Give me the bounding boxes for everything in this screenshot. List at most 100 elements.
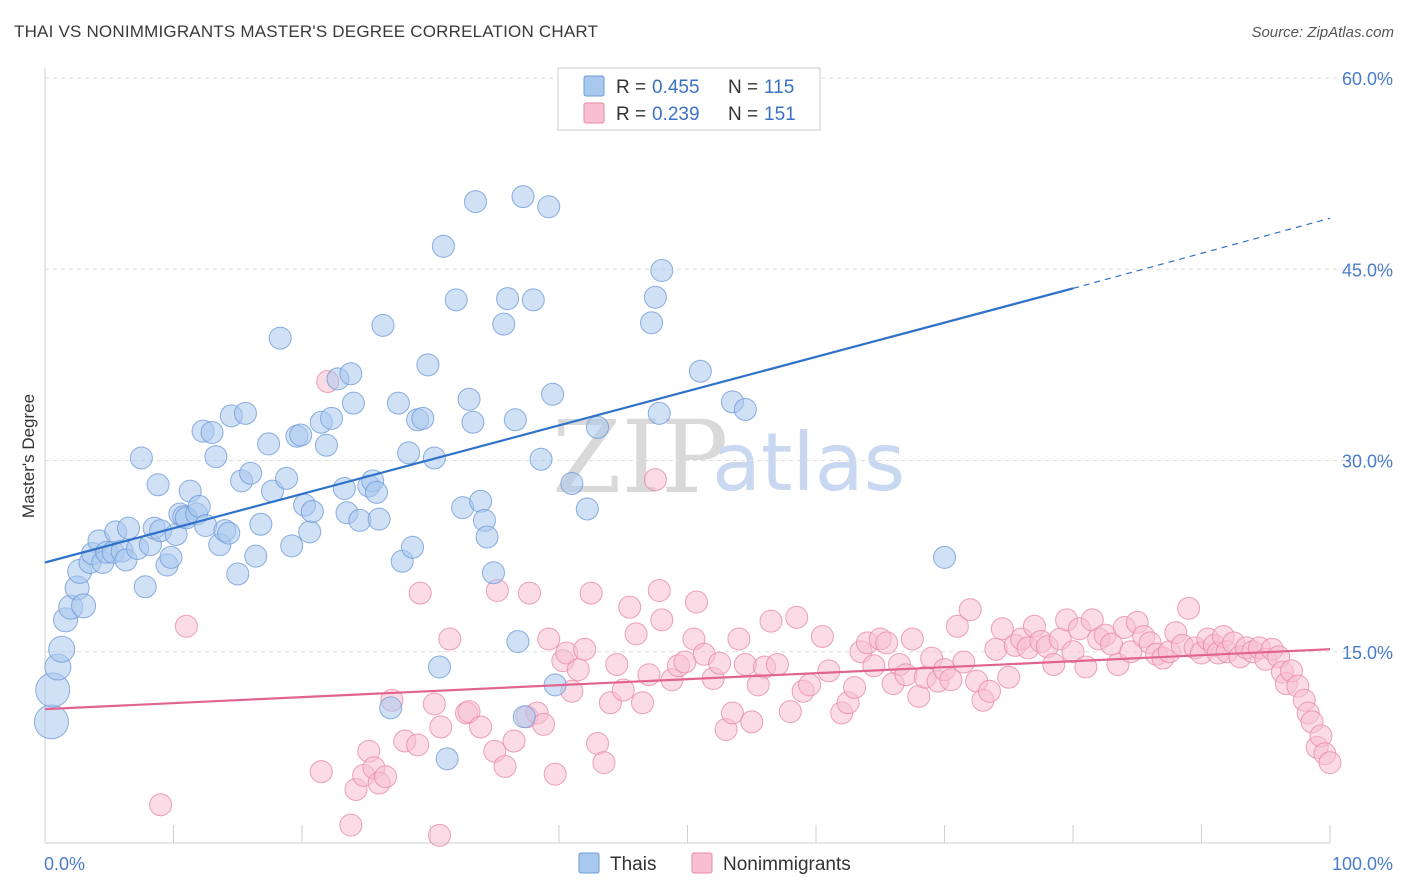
- point-thais: [640, 311, 664, 335]
- point-thais: [200, 420, 224, 444]
- point-nonimmigrants: [684, 590, 708, 614]
- legend-n-label-thais: N =: [728, 77, 758, 98]
- point-nonimmigrants: [469, 715, 493, 739]
- point-nonimmigrants: [149, 793, 173, 817]
- point-nonimmigrants: [502, 729, 526, 753]
- point-thais: [280, 534, 304, 558]
- legend-n-value-thais: 115: [764, 77, 794, 98]
- point-thais: [217, 521, 241, 545]
- stats-legend: R = 0.455 N = 115 R = 0.239 N = 151: [557, 67, 821, 131]
- y-tick-label: 30.0%: [1342, 452, 1393, 472]
- bottom-legend-swatch-nonimmigrants[interactable]: [691, 852, 713, 874]
- point-nonimmigrants: [631, 691, 655, 715]
- point-thais: [386, 391, 410, 415]
- point-thais: [457, 387, 481, 411]
- point-thais: [586, 415, 610, 439]
- point-nonimmigrants: [374, 765, 398, 789]
- point-nonimmigrants: [810, 624, 834, 648]
- point-thais: [300, 500, 324, 523]
- point-nonimmigrants: [1177, 596, 1201, 620]
- point-thais: [129, 446, 153, 470]
- point-thais: [71, 593, 97, 619]
- point-nonimmigrants: [862, 654, 886, 678]
- point-thais: [348, 508, 372, 532]
- point-thais: [461, 410, 485, 434]
- legend-n-label-nonimmigrants: N =: [728, 104, 758, 125]
- legend-r-value-thais: 0.455: [652, 77, 700, 98]
- trend-line-thais: [44, 287, 1074, 564]
- point-nonimmigrants: [174, 614, 198, 638]
- point-nonimmigrants: [339, 813, 363, 837]
- legend-swatch-thais: [583, 75, 605, 97]
- point-thais: [643, 285, 667, 309]
- point-nonimmigrants: [843, 675, 867, 699]
- series-thais: [33, 185, 956, 771]
- point-nonimmigrants: [592, 751, 616, 775]
- bottom-legend-swatch-thais[interactable]: [578, 852, 600, 874]
- legend-n-value-nonimmigrants: 151: [764, 104, 796, 125]
- point-nonimmigrants: [990, 617, 1014, 641]
- series-legend[interactable]: Thais Nonimmigrants: [578, 852, 851, 875]
- point-thais: [117, 516, 141, 540]
- point-thais: [475, 525, 499, 549]
- trend-line-thais-extension: [1072, 217, 1331, 289]
- point-thais: [204, 445, 228, 469]
- point-thais: [511, 185, 535, 209]
- point-nonimmigrants: [958, 598, 982, 622]
- point-thais: [469, 489, 493, 513]
- point-thais: [688, 359, 712, 383]
- chart-source: Source: ZipAtlas.com: [1251, 24, 1394, 41]
- point-thais: [560, 471, 584, 495]
- point-thais: [401, 535, 425, 559]
- point-nonimmigrants: [543, 762, 567, 786]
- point-nonimmigrants: [573, 637, 597, 661]
- point-thais: [239, 461, 263, 485]
- point-thais: [33, 704, 69, 740]
- point-thais: [481, 561, 505, 585]
- bottom-legend-label-nonimmigrants[interactable]: Nonimmigrants: [723, 854, 851, 875]
- legend-swatch-nonimmigrants: [583, 102, 605, 124]
- chart-title: THAI VS NONIMMIGRANTS MASTER'S DEGREE CO…: [14, 22, 599, 41]
- point-nonimmigrants: [817, 659, 841, 683]
- point-nonimmigrants: [493, 755, 517, 778]
- point-thais: [933, 545, 956, 569]
- legend-r-label-nonimmigrants: R =: [616, 104, 646, 125]
- point-nonimmigrants: [1042, 653, 1066, 676]
- point-nonimmigrants: [611, 678, 635, 702]
- point-thais: [339, 362, 363, 386]
- bottom-legend-label-thais[interactable]: Thais: [610, 854, 656, 875]
- trend-line-nonimmigrants: [44, 648, 1331, 711]
- point-thais: [503, 408, 527, 432]
- point-nonimmigrants: [798, 673, 822, 697]
- point-nonimmigrants: [900, 627, 924, 651]
- point-nonimmigrants: [708, 651, 732, 675]
- y-tick-label: 15.0%: [1342, 643, 1393, 663]
- point-thais: [159, 545, 183, 569]
- point-nonimmigrants: [650, 608, 674, 632]
- point-thais: [365, 480, 389, 504]
- y-tick-label: 45.0%: [1342, 260, 1393, 280]
- point-nonimmigrants: [977, 679, 1001, 703]
- point-nonimmigrants: [537, 627, 561, 651]
- point-thais: [496, 287, 520, 311]
- point-thais: [411, 406, 435, 430]
- y-tick-labels: 15.0% 30.0% 45.0% 60.0%: [1342, 69, 1393, 663]
- point-nonimmigrants: [894, 663, 918, 687]
- watermark-zip: ZIP: [552, 399, 728, 516]
- legend-r-label-thais: R =: [616, 77, 646, 98]
- point-thais: [371, 313, 395, 337]
- point-nonimmigrants: [643, 468, 667, 492]
- point-nonimmigrants: [785, 605, 809, 629]
- point-thais: [512, 705, 536, 729]
- point-thais: [431, 234, 455, 258]
- point-thais: [298, 520, 322, 544]
- point-nonimmigrants: [438, 627, 462, 651]
- point-nonimmigrants: [778, 700, 802, 724]
- point-thais: [650, 259, 674, 283]
- point-nonimmigrants: [579, 581, 603, 605]
- point-thais: [275, 466, 299, 490]
- point-thais: [647, 401, 671, 425]
- point-nonimmigrants: [1061, 640, 1085, 664]
- point-thais: [397, 441, 421, 465]
